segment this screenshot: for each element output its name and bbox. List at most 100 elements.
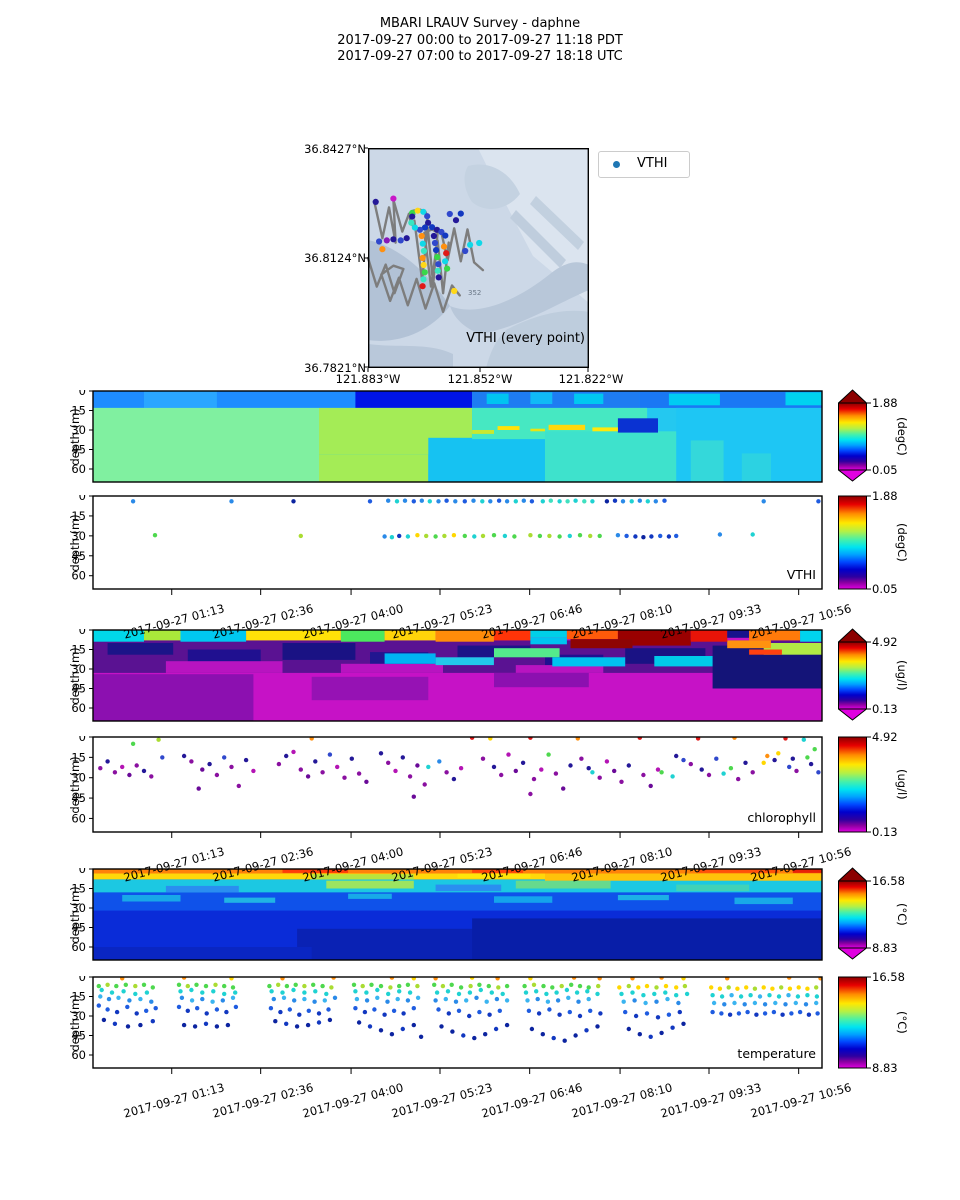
sample-point <box>597 775 602 780</box>
sample-point <box>469 737 475 740</box>
sample-point <box>287 1007 292 1012</box>
sample-point <box>436 499 441 504</box>
sample-point <box>224 1009 229 1015</box>
y-tick-label: 45 <box>71 791 86 805</box>
sample-point <box>648 783 653 789</box>
sample-point <box>450 1029 455 1034</box>
colorbar-gradient <box>838 976 867 1069</box>
sample-point <box>757 994 763 999</box>
map-legend[interactable]: VTHI <box>598 151 690 178</box>
vthi-map-point <box>414 207 421 214</box>
title-line-3: 2017-09-27 07:00 to 2017-09-27 18:18 UTC <box>337 49 623 64</box>
y-tick-label: 30 <box>71 662 86 676</box>
sample-point <box>294 1024 300 1029</box>
sample-point <box>395 996 400 1002</box>
sample-point <box>765 753 770 759</box>
sample-point <box>467 1013 472 1019</box>
sample-point <box>192 1024 198 1029</box>
chlorophyll-scatter-colorbar <box>838 736 871 833</box>
sample-point <box>529 499 535 504</box>
sample-point <box>665 996 670 1002</box>
depth-axis-label: depth (m) <box>68 885 82 944</box>
y-tick-label: 30 <box>71 901 86 915</box>
sample-point <box>797 1009 803 1015</box>
sample-point <box>590 770 595 775</box>
sample-point <box>405 534 411 539</box>
sample-point <box>284 983 290 989</box>
temperature-scatter-colorbar <box>838 976 871 1069</box>
sample-point <box>504 998 510 1003</box>
sample-point <box>120 977 125 981</box>
sample-point <box>727 1012 733 1017</box>
bathymetry-shape <box>530 196 584 250</box>
sample-point <box>312 999 317 1004</box>
sample-point <box>313 759 318 764</box>
sample-point <box>130 741 136 746</box>
field-patch <box>384 653 436 664</box>
sample-point <box>305 1022 311 1028</box>
sample-point <box>814 985 819 990</box>
colorbar-min-label: 0.05 <box>872 582 898 596</box>
sample-point <box>472 1035 477 1041</box>
sample-point <box>222 755 227 760</box>
sample-point <box>456 991 462 997</box>
field-patch <box>530 637 567 645</box>
sample-point <box>400 1026 405 1032</box>
sample-point <box>378 751 384 756</box>
sample-point <box>144 1008 149 1013</box>
field-patch <box>93 674 254 721</box>
sample-point <box>271 996 276 1002</box>
field-patch <box>224 897 276 903</box>
colorbar-gradient <box>838 495 867 590</box>
sample-point <box>195 1006 200 1011</box>
colorbar-max-label: 4.92 <box>872 730 898 744</box>
title-line-2: 2017-09-27 00:00 to 2017-09-27 11:18 PDT <box>337 32 623 48</box>
sample-point <box>529 1026 535 1032</box>
sample-point <box>456 1008 462 1013</box>
sample-point <box>181 753 187 759</box>
sample-point <box>717 532 723 537</box>
sample-point <box>105 982 110 987</box>
y-tick-label: 60 <box>71 701 86 715</box>
sample-point <box>677 1009 682 1015</box>
sample-point <box>324 991 329 997</box>
vthi-map-point <box>372 198 379 205</box>
sample-point <box>243 757 249 763</box>
colorbar-min-label: 8.83 <box>872 941 898 955</box>
sample-point <box>776 751 781 756</box>
chlorophyll-interp-plot: 0 15 30 45 60 <box>71 629 823 722</box>
vthi-map-point <box>430 232 437 240</box>
sample-point <box>586 996 591 1002</box>
sample-point <box>523 990 529 995</box>
sample-point <box>681 977 686 981</box>
vthi-map-point <box>429 224 436 231</box>
sample-point <box>491 533 497 538</box>
sample-point <box>619 991 624 997</box>
survey-map <box>364 147 590 372</box>
sample-point <box>630 977 635 981</box>
sample-point <box>612 768 617 774</box>
sample-point <box>276 982 281 987</box>
sample-point <box>528 533 533 538</box>
vthi-map-point <box>420 208 427 215</box>
sample-point <box>229 977 234 981</box>
field-patch <box>93 407 319 482</box>
sample-point <box>322 998 327 1003</box>
sample-point <box>484 999 489 1004</box>
sample-point <box>814 994 820 999</box>
sample-point <box>745 1009 750 1015</box>
bathymetry-shape <box>368 344 453 368</box>
sample-point <box>761 499 766 504</box>
sample-point <box>725 977 730 981</box>
sample-point <box>513 499 518 504</box>
sample-point <box>291 499 296 504</box>
sample-point <box>681 757 686 763</box>
sample-point <box>597 533 602 539</box>
sample-point <box>779 985 784 990</box>
y-tick-label: 45 <box>71 921 86 935</box>
colorbar-min-label: 8.83 <box>872 1061 898 1075</box>
sample-point <box>624 533 629 539</box>
sample-point <box>499 772 504 778</box>
sample-point <box>480 533 486 539</box>
field-patch <box>592 427 618 432</box>
